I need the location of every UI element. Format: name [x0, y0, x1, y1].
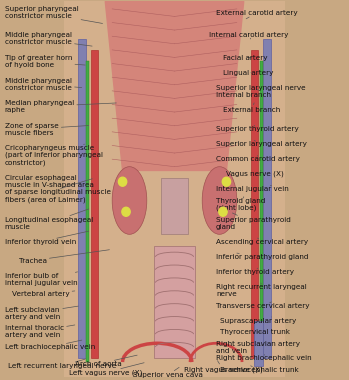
Text: Thyroid gland
(right lobe): Thyroid gland (right lobe): [216, 197, 266, 211]
Text: Longitudinal esophageal
muscle: Longitudinal esophageal muscle: [5, 209, 93, 230]
Text: Left recurrent laryngeal nerve: Left recurrent laryngeal nerve: [8, 359, 117, 369]
Bar: [64, 2, 285, 377]
Text: Superior pharyngeal
constrictor muscle: Superior pharyngeal constrictor muscle: [5, 6, 103, 24]
Text: Tip of greater horn
of hyoid bone: Tip of greater horn of hyoid bone: [5, 55, 85, 68]
Bar: [161, 178, 188, 234]
Text: Median pharyngeal
raphe: Median pharyngeal raphe: [5, 100, 116, 113]
Text: Superior thyroid artery: Superior thyroid artery: [216, 125, 299, 132]
Bar: [154, 245, 195, 358]
Text: Zone of sparse
muscle fibers: Zone of sparse muscle fibers: [5, 123, 89, 136]
Text: Vagus nerve (X): Vagus nerve (X): [227, 171, 284, 177]
Bar: [251, 50, 258, 358]
Bar: [91, 50, 98, 358]
Text: Internal carotid artery: Internal carotid artery: [209, 32, 289, 39]
Text: Inferior parathyroid gland: Inferior parathyroid gland: [216, 253, 309, 260]
Text: External carotid artery: External carotid artery: [216, 10, 298, 19]
Text: External branch: External branch: [223, 103, 280, 113]
Text: Right vagus nerve (X): Right vagus nerve (X): [184, 361, 262, 373]
Text: Transverse cervical artery: Transverse cervical artery: [216, 302, 310, 309]
Text: Left vagus nerve (X): Left vagus nerve (X): [68, 363, 144, 376]
Text: Superior vena cava: Superior vena cava: [133, 367, 202, 378]
Text: Superior laryngeal nerve
Internal branch: Superior laryngeal nerve Internal branch: [216, 85, 306, 98]
Text: Left brachiocephalic vein: Left brachiocephalic vein: [5, 340, 95, 350]
Text: Inferior bulb of
internal jugular vein: Inferior bulb of internal jugular vein: [5, 272, 77, 286]
Text: Facial artery: Facial artery: [223, 55, 267, 61]
Text: Ascending cervical artery: Ascending cervical artery: [216, 238, 308, 245]
Text: Superior parathyroid
gland: Superior parathyroid gland: [216, 213, 291, 230]
Text: Internal thoracic
artery and vein: Internal thoracic artery and vein: [5, 325, 75, 339]
Text: Common carotid artery: Common carotid artery: [216, 155, 300, 162]
Text: Internal jugular vein: Internal jugular vein: [216, 185, 289, 192]
Ellipse shape: [112, 167, 147, 234]
Text: Brachiocephalic trunk: Brachiocephalic trunk: [220, 366, 298, 372]
Bar: [260, 62, 263, 362]
Text: Inferior thyroid vein: Inferior thyroid vein: [5, 231, 89, 245]
Text: Middle pharyngeal
constrictor muscle: Middle pharyngeal constrictor muscle: [5, 78, 82, 90]
Text: Suprascapular artery: Suprascapular artery: [220, 317, 296, 324]
Text: Right subclavian artery
and vein: Right subclavian artery and vein: [216, 340, 300, 353]
Bar: [263, 39, 272, 358]
Circle shape: [219, 207, 227, 216]
Text: Circular esophageal
muscle in V-shaped area
of sparse longitudinal muscle
fibers: Circular esophageal muscle in V-shaped a…: [5, 176, 111, 203]
Polygon shape: [105, 2, 244, 171]
Text: Middle pharyngeal
constrictor muscle: Middle pharyngeal constrictor muscle: [5, 32, 92, 46]
Text: Superior laryngeal artery: Superior laryngeal artery: [216, 140, 307, 147]
Circle shape: [222, 177, 231, 186]
Bar: [86, 62, 89, 362]
Text: Right recurrent laryngeal
nerve: Right recurrent laryngeal nerve: [216, 283, 307, 297]
Text: Left subclavian
artery and vein: Left subclavian artery and vein: [5, 306, 78, 320]
Circle shape: [122, 207, 130, 216]
Circle shape: [118, 177, 127, 186]
Text: Cricopharyngeus muscle
(part of inferior pharyngeal
constrictor): Cricopharyngeus muscle (part of inferior…: [5, 144, 103, 166]
Text: Thyrocervical trunk: Thyrocervical trunk: [220, 329, 290, 335]
Text: Trachea: Trachea: [19, 250, 110, 264]
Text: Vertebral artery: Vertebral artery: [12, 291, 75, 298]
Text: Right brachiocephalic vein: Right brachiocephalic vein: [216, 355, 312, 361]
Text: Inferior thyroid artery: Inferior thyroid artery: [216, 268, 294, 275]
Bar: [77, 39, 86, 358]
Bar: [254, 321, 263, 366]
Text: Arch of aorta: Arch of aorta: [75, 355, 137, 367]
Text: Lingual artery: Lingual artery: [223, 70, 273, 76]
Ellipse shape: [202, 167, 237, 234]
